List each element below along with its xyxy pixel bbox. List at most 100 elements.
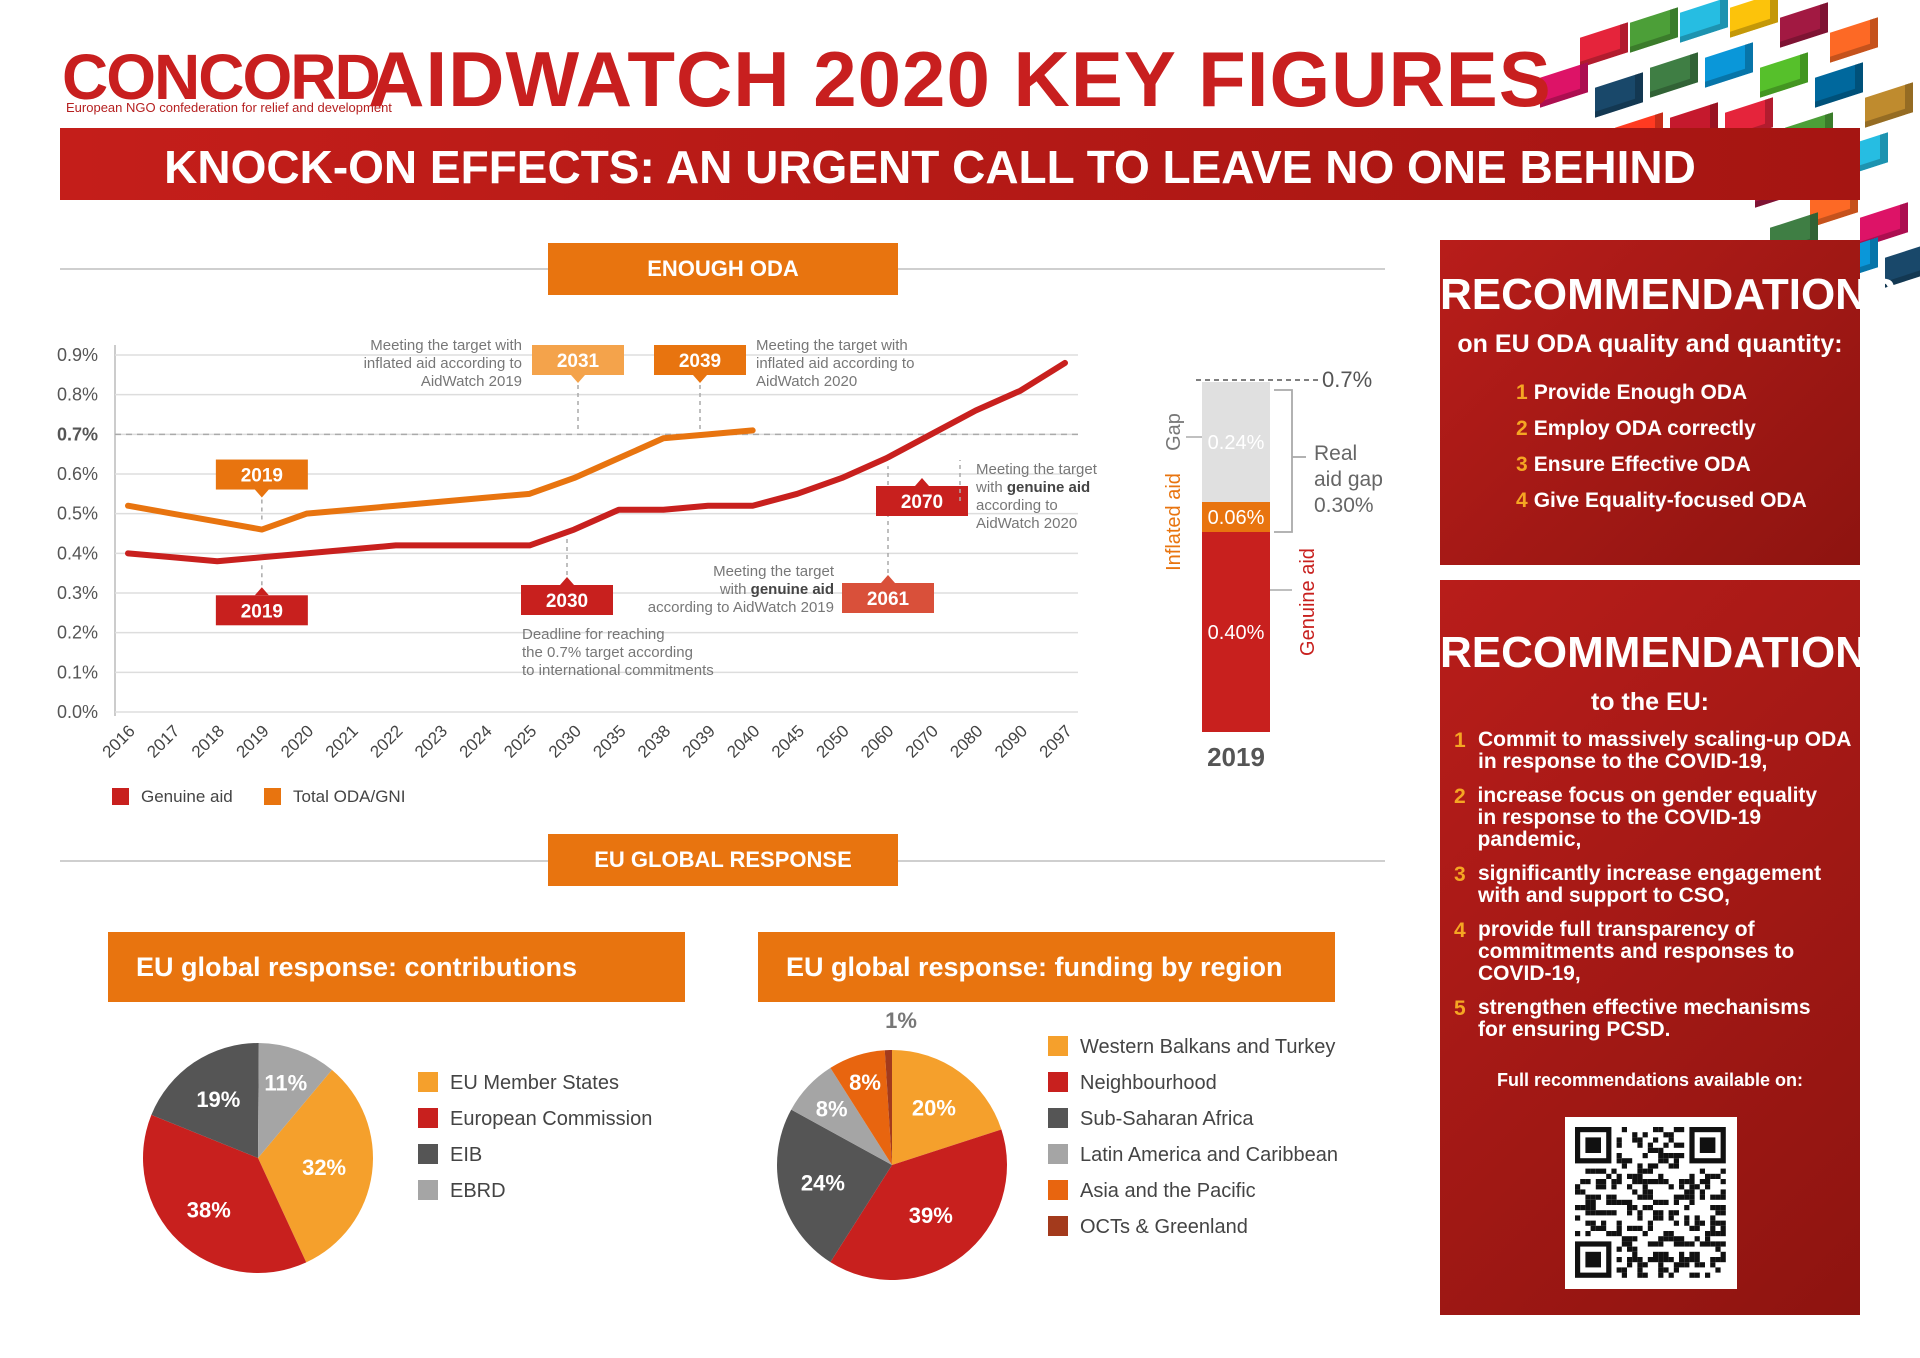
qr-module [1699,1189,1705,1195]
qr-module [1616,1220,1622,1226]
qr-code[interactable] [1565,1117,1737,1289]
recommendation-item: 2 increase focus on gender equality in res… [1454,785,1860,851]
callout-pointer [915,478,929,486]
recommendation-item: 4 Give Equality-focused ODA [1516,489,1860,513]
annotation-2031: Meeting the target with inflated aid acc… [330,337,522,391]
y-tick-label: 0.3% [57,583,98,603]
pie-slice [777,1109,892,1263]
y-tick-label: 0.9% [57,345,98,365]
qr-module [1621,1127,1627,1133]
qr-module [1653,1257,1659,1263]
qr-module [1632,1236,1638,1242]
qr-module [1653,1199,1659,1205]
x-tick-label: 2070 [902,721,942,761]
annotation-line: Meeting the target [976,461,1097,478]
qr-module [1595,1184,1601,1190]
qr-module [1653,1137,1659,1143]
qr-module [1647,1241,1653,1247]
qr-module [1658,1257,1664,1263]
qr-module [1595,1168,1601,1174]
qr-module [1611,1194,1617,1200]
qr-module [1647,1257,1653,1263]
qr-module [1647,1142,1653,1148]
qr-module [1684,1189,1690,1195]
qr-module [1720,1241,1726,1247]
gap-axis-label: Gap [1163,413,1185,451]
qr-module [1627,1236,1633,1242]
recommendation-number: 4 [1454,919,1466,942]
legend-swatch [112,788,129,805]
qr-module [1658,1210,1664,1216]
qr-module [1642,1262,1648,1268]
real-gap-bracket [1274,389,1293,533]
qr-code-graphic [1575,1127,1726,1278]
banner-text: KNOCK-ON EFFECTS: AN URGENT CALL TO LEAV… [164,141,1696,193]
qr-module [1585,1205,1591,1211]
qr-module [1679,1179,1685,1185]
legend-swatch [418,1180,438,1200]
qr-module [1715,1246,1721,1252]
recommendation-line: provide full transparency of [1478,918,1755,941]
recommendation-list: 1 Provide Enough ODA 2 Employ ODA correctly… [1440,381,1860,513]
qr-module [1616,1246,1622,1252]
qr-module [1699,1179,1705,1185]
recommendation-number: 1 [1516,381,1528,404]
qr-module [1627,1257,1633,1263]
recommendation-line: in response to the COVID-19 pandemic, [1477,806,1762,851]
qr-module [1601,1184,1607,1190]
logo-subtitle: European NGO confederation for relief an… [66,100,392,115]
legend-label: Total ODA/GNI [293,787,406,806]
real-gap-label: 0.30% [1314,494,1374,517]
legend-swatch [1048,1072,1068,1092]
qr-module [1647,1189,1653,1195]
callout-label: 2039 [679,351,721,372]
qr-module [1611,1231,1617,1237]
callout-label: 2070 [901,492,943,513]
recommendation-text: Commit to massively scaling-up ODA in res… [1478,729,1851,773]
qr-module [1699,1241,1705,1247]
qr-module [1684,1220,1690,1226]
y-tick-label: 0.2% [57,623,98,643]
qr-module [1642,1184,1648,1190]
legend-item: OCTs & Greenland [1048,1216,1248,1239]
callout-2031: 2031 [532,345,624,431]
qr-module [1699,1220,1705,1226]
qr-module [1673,1194,1679,1200]
qr-module [1595,1179,1601,1185]
qr-module [1647,1163,1653,1169]
qr-module [1637,1163,1643,1169]
x-tick-label: 2019 [233,721,273,761]
recommendation-number: 5 [1454,997,1466,1020]
annotation-text: with [719,581,751,598]
qr-module [1575,1189,1581,1195]
qr-module [1663,1236,1669,1242]
y-tick-label: 0.1% [57,662,98,682]
y-tick-label: 0.8% [57,385,98,405]
qr-module [1715,1173,1721,1179]
recommendation-line: significantly increase engagement [1478,862,1822,885]
series-line-total-oda [125,427,756,533]
qr-module [1668,1153,1674,1159]
qr-module [1585,1179,1591,1185]
qr-module [1705,1179,1711,1185]
pie-value-label: 19% [196,1087,240,1112]
qr-module [1658,1262,1664,1268]
qr-module [1647,1205,1653,1211]
annotation-line: inflated aid according to [363,355,522,372]
legend-item: Western Balkans and Turkey [1048,1036,1335,1059]
recommendation-line: commitments and responses to [1478,940,1795,963]
qr-module [1658,1153,1664,1159]
legend-label: Neighbourhood [1080,1072,1217,1094]
qr-module [1621,1199,1627,1205]
qr-finder [1699,1137,1716,1153]
callout-pointer [693,375,707,383]
qr-module [1658,1147,1664,1153]
qr-module [1720,1194,1726,1200]
pie-value-label: 39% [909,1203,953,1228]
x-tick-label: 2040 [723,721,763,761]
qr-module [1616,1173,1622,1179]
pie-value-label: 32% [302,1155,346,1180]
qr-module [1642,1194,1648,1200]
legend-genuine-aid: Genuine aid [112,787,233,807]
recommendation-number: 2 [1454,785,1466,808]
